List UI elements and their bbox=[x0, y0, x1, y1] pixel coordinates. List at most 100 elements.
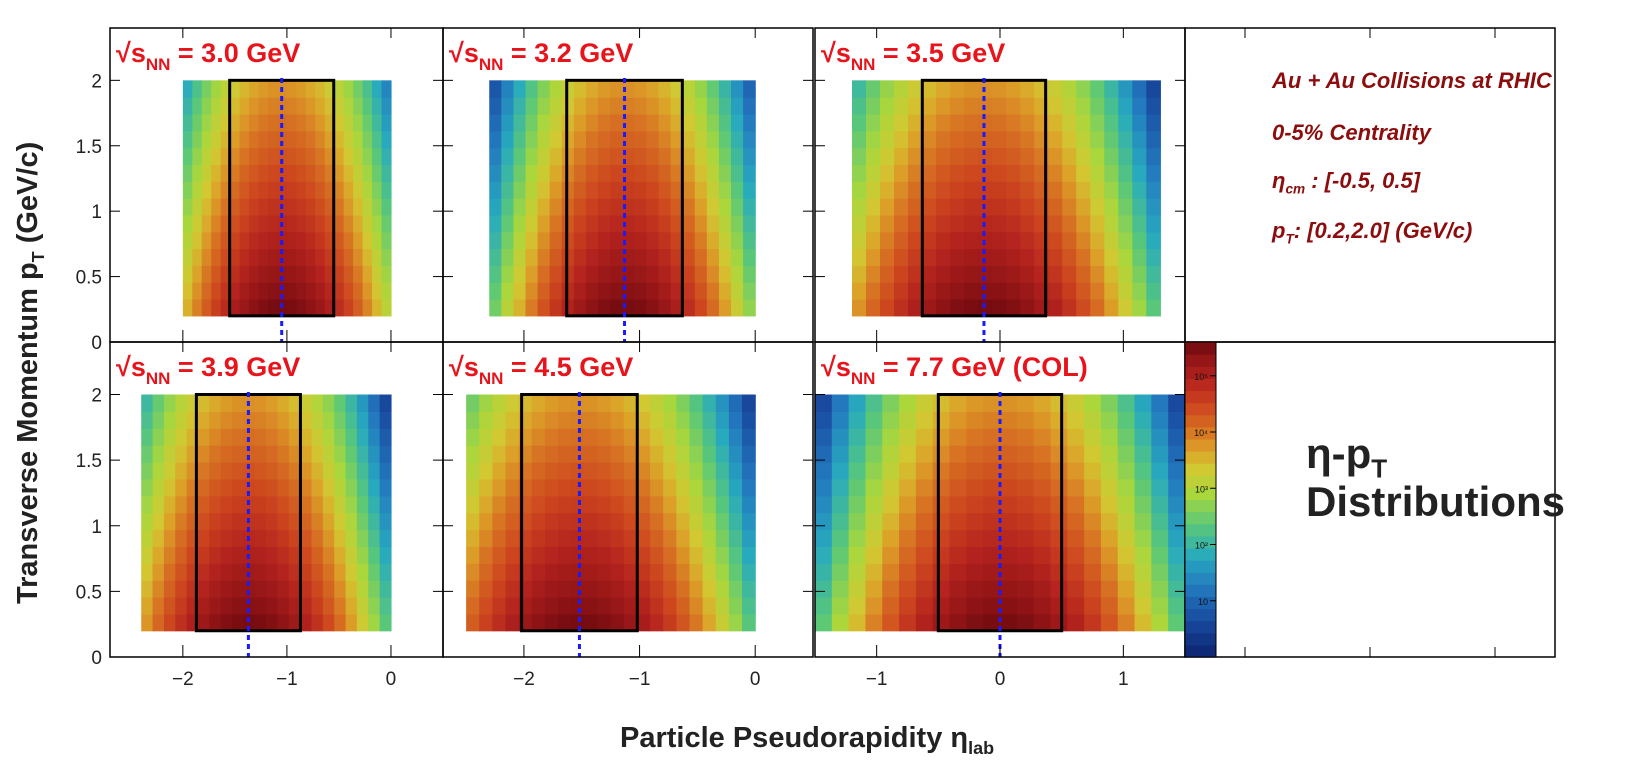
heatmap-cell bbox=[506, 411, 520, 428]
heatmap-cell bbox=[240, 80, 250, 97]
heatmap-cell bbox=[346, 546, 358, 563]
heatmap-cell bbox=[526, 265, 539, 282]
heatmap-cell bbox=[153, 580, 165, 597]
heatmap-cell bbox=[683, 265, 696, 282]
heatmap-cell bbox=[832, 496, 849, 513]
heatmap-cell bbox=[380, 563, 392, 580]
heatmap-cell bbox=[183, 114, 193, 131]
heatmap-cell bbox=[707, 265, 720, 282]
heatmap-cell bbox=[1006, 265, 1021, 282]
heatmap-cell bbox=[287, 299, 297, 316]
heatmap-cell bbox=[153, 530, 165, 547]
heatmap-cell bbox=[344, 232, 354, 249]
heatmap-cell bbox=[933, 395, 950, 412]
colorbar-segment bbox=[1185, 609, 1216, 622]
heatmap-cell bbox=[683, 299, 696, 316]
heatmap-cell bbox=[164, 546, 176, 563]
heatmap-cell bbox=[202, 232, 212, 249]
heatmap-cell bbox=[489, 282, 502, 299]
heatmap-cell bbox=[865, 496, 882, 513]
heatmap-cell bbox=[268, 164, 278, 181]
heatmap-cell bbox=[489, 181, 502, 198]
heatmap-cell bbox=[268, 282, 278, 299]
heatmap-cell bbox=[703, 530, 717, 547]
heatmap-cell bbox=[312, 546, 324, 563]
heatmap-cell bbox=[852, 215, 867, 232]
heatmap-cell bbox=[538, 215, 551, 232]
heatmap-cell bbox=[689, 462, 703, 479]
heatmap-cell bbox=[211, 215, 221, 232]
heatmap-cell bbox=[731, 265, 744, 282]
heatmap-cell bbox=[501, 181, 514, 198]
heatmap-cell bbox=[584, 614, 598, 631]
heatmap-cell bbox=[611, 395, 625, 412]
heatmap-cell bbox=[1168, 411, 1185, 428]
heatmap-cell bbox=[353, 114, 363, 131]
heatmap-cell bbox=[363, 249, 373, 266]
heatmap-cell bbox=[832, 479, 849, 496]
heatmap-cell bbox=[1135, 580, 1152, 597]
heatmap-cell bbox=[966, 513, 983, 530]
heatmap-cell bbox=[532, 563, 546, 580]
heatmap-cell bbox=[175, 597, 187, 614]
heatmap-cell bbox=[1034, 530, 1051, 547]
heatmap-cell bbox=[259, 198, 269, 215]
heatmap-cell bbox=[312, 614, 324, 631]
heatmap-cell bbox=[300, 563, 312, 580]
heatmap-cell bbox=[716, 530, 730, 547]
heatmap-cell bbox=[742, 462, 756, 479]
heatmap-cell bbox=[198, 445, 210, 462]
heatmap-cell bbox=[266, 395, 278, 412]
heatmap-cell bbox=[689, 580, 703, 597]
heatmap-cell bbox=[277, 614, 289, 631]
heatmap-cell bbox=[1000, 597, 1017, 614]
heatmap-cell bbox=[899, 395, 916, 412]
heatmap-cell bbox=[1000, 513, 1017, 530]
heatmap-panel: −2 −1 0√sNN = 4.5 GeV bbox=[443, 342, 813, 690]
heatmap-cell bbox=[992, 131, 1007, 148]
heatmap-cell bbox=[312, 411, 324, 428]
heatmap-cell bbox=[209, 614, 221, 631]
heatmap-cell bbox=[558, 563, 572, 580]
heatmap-cell bbox=[703, 395, 717, 412]
heatmap-cell bbox=[466, 479, 480, 496]
heatmap-cell bbox=[1151, 513, 1168, 530]
heatmap-cell bbox=[259, 249, 269, 266]
heatmap-cell bbox=[513, 232, 526, 249]
heatmap-cell bbox=[532, 530, 546, 547]
heatmap-cell bbox=[1168, 546, 1185, 563]
heatmap-cell bbox=[1084, 563, 1101, 580]
heatmap-cell bbox=[532, 580, 546, 597]
heatmap-cell bbox=[192, 198, 202, 215]
heatmap-cell bbox=[380, 580, 392, 597]
heatmap-cell bbox=[334, 530, 346, 547]
heatmap-cell bbox=[489, 215, 502, 232]
heatmap-cell bbox=[1034, 395, 1051, 412]
heatmap-cell bbox=[183, 181, 193, 198]
heatmap-cell bbox=[1101, 614, 1118, 631]
heatmap-cell bbox=[586, 198, 599, 215]
heatmap-cell bbox=[624, 496, 638, 513]
heatmap-cell bbox=[1104, 114, 1119, 131]
heatmap-cell bbox=[676, 496, 690, 513]
heatmap-cell bbox=[466, 546, 480, 563]
heatmap-cell bbox=[1101, 462, 1118, 479]
heatmap-cell bbox=[300, 411, 312, 428]
heatmap-cell bbox=[707, 164, 720, 181]
heatmap-cell bbox=[382, 265, 392, 282]
heatmap-cell bbox=[315, 215, 325, 232]
heatmap-panel: −1 0 1√sNN = 7.7 GeV (COL) bbox=[815, 342, 1186, 690]
heatmap-cell bbox=[1034, 513, 1051, 530]
heatmap-cell bbox=[315, 148, 325, 165]
heatmap-cell bbox=[950, 597, 967, 614]
heatmap-cell bbox=[689, 445, 703, 462]
heatmap-cell bbox=[346, 597, 358, 614]
heatmap-cells bbox=[183, 80, 392, 316]
heatmap-cell bbox=[334, 198, 344, 215]
heatmap-cell bbox=[729, 428, 743, 445]
heatmap-cell bbox=[992, 114, 1007, 131]
heatmap-cell bbox=[908, 181, 923, 198]
heatmap-cell bbox=[1034, 563, 1051, 580]
heatmap-cell bbox=[538, 181, 551, 198]
heatmap-cell bbox=[1017, 462, 1034, 479]
